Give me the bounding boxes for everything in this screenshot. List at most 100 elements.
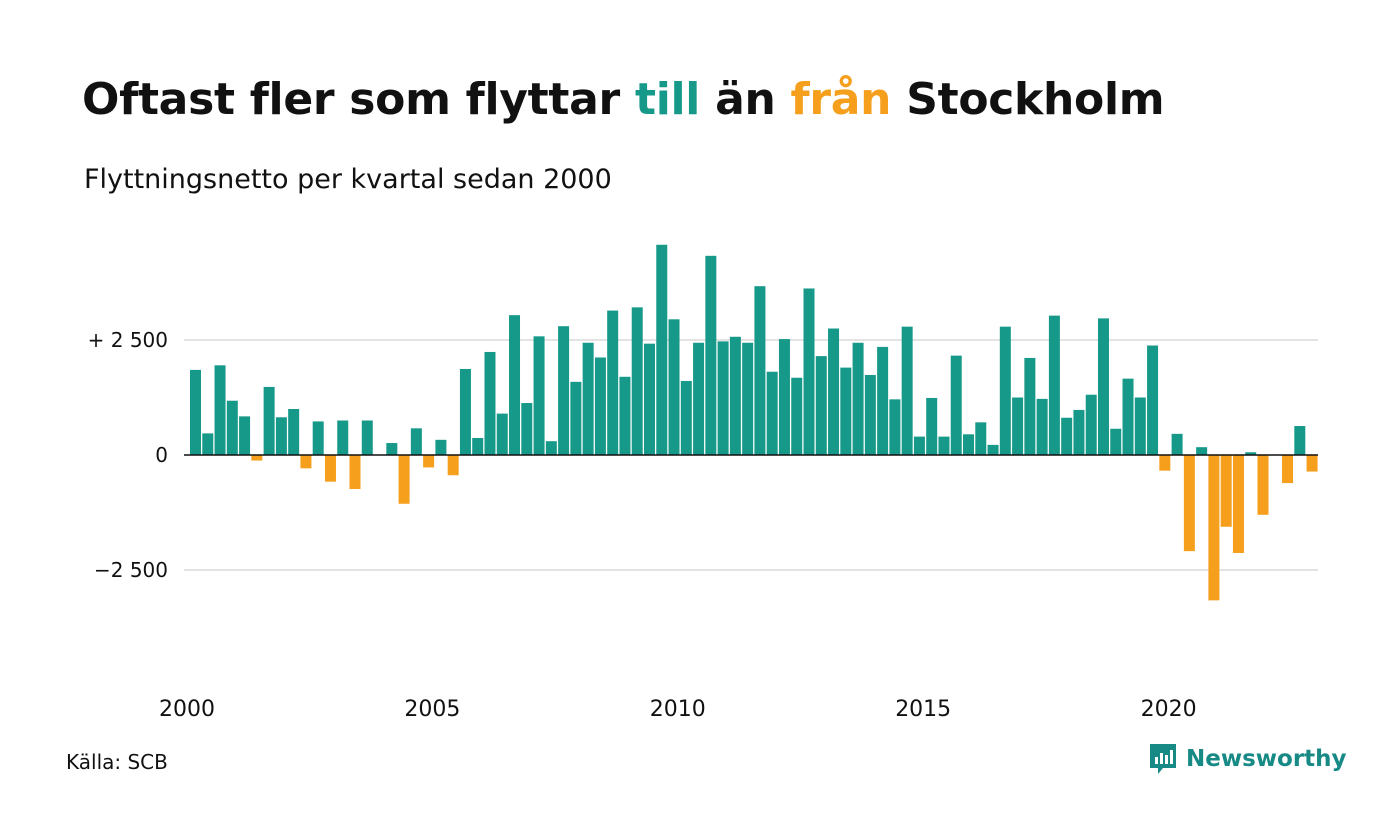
bar [1282,455,1294,484]
bar [1024,357,1036,455]
bar [1208,455,1220,601]
bar [705,255,717,455]
bar [975,422,987,455]
bar [275,417,287,455]
bar [1097,318,1109,455]
chart-subtitle: Flyttningsnetto per kvartal sedan 2000 [84,164,612,195]
bar [1183,455,1195,552]
bar [1048,315,1060,455]
bar [754,286,766,455]
bar [1257,455,1269,515]
bar [1061,417,1073,455]
bar [1036,398,1048,455]
bar [1171,433,1183,455]
grid-layer [184,339,1318,571]
source-note: Källa: SCB [66,750,168,774]
bar [594,357,606,455]
bar [1110,428,1122,455]
bar [447,455,459,476]
bar [828,328,840,455]
bar [999,326,1011,455]
y-tick-label: −2 500 [94,558,168,582]
bar [570,381,582,455]
bar [717,341,729,455]
bar [680,380,692,455]
bar [361,420,373,455]
bar [913,436,925,455]
bar [300,455,312,469]
bar [1159,455,1171,471]
title-part-3: Stockholm [891,74,1165,125]
bar [472,437,484,455]
bar [889,399,901,455]
bar-chart: + 2 500 0 −2 500 2000 2005 2010 2015 2020 [88,244,1318,722]
bar [877,346,889,455]
bar [693,342,705,455]
bar [582,342,594,455]
x-tick-label: 2015 [895,697,951,722]
bar [435,439,447,455]
bar [619,376,631,455]
x-tick-label: 2020 [1141,697,1197,722]
bar [545,441,557,455]
title-part-2: än [700,74,791,125]
bar [840,367,852,455]
bar [631,307,643,455]
x-tick-label: 2010 [650,697,706,722]
bar [1232,455,1244,553]
bar [324,455,336,482]
newsworthy-logo-icon [1150,744,1176,774]
bar [791,377,803,455]
bar [398,455,410,504]
bar [1306,455,1318,472]
bar [202,433,214,455]
bar [312,421,324,455]
bar [963,434,975,455]
bar [410,428,422,455]
bar [1196,447,1208,455]
bar [1012,397,1024,455]
bar [214,365,226,455]
bar [558,326,570,455]
bar [1073,409,1085,455]
bar [459,368,471,455]
bar [1147,345,1159,455]
bar [815,356,827,455]
y-tick-label: 0 [155,443,168,467]
chart-title: Oftast fler som flyttar till än från Sto… [82,74,1165,125]
bar [521,403,533,455]
brand-logo[interactable]: Newsworthy [1148,742,1347,776]
bar-layer [190,244,1318,601]
bar [950,355,962,455]
bar [386,443,398,455]
bar [766,371,778,455]
bar [607,310,619,455]
bar [190,369,201,455]
bar [239,416,251,455]
bar [251,455,263,461]
bar [742,342,754,455]
bar [1134,397,1146,455]
bar [263,386,275,455]
bar [423,455,435,468]
bar [987,444,999,455]
bar [656,244,668,455]
brand-name: Newsworthy [1186,746,1347,772]
bar [337,420,349,455]
bar [1220,455,1232,527]
bar [938,436,950,455]
x-tick-label: 2000 [159,697,215,722]
bar [901,326,913,455]
bar [226,400,238,455]
x-tick-label: 2005 [404,697,460,722]
title-word-till: till [634,74,701,125]
bar [484,351,496,455]
bar [349,455,361,490]
bar [1085,394,1097,455]
bar [803,288,815,455]
bar [1122,378,1134,455]
bar [1245,452,1257,455]
bar [533,336,545,455]
y-tick-label: + 2 500 [88,328,168,352]
bar [1294,426,1306,455]
